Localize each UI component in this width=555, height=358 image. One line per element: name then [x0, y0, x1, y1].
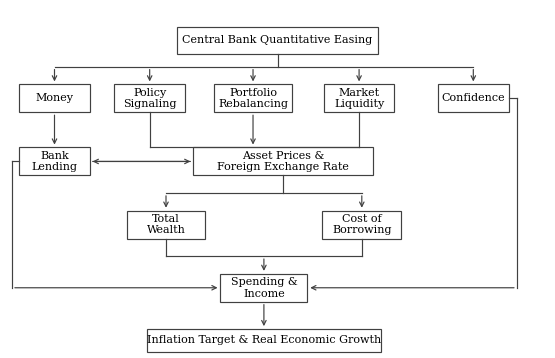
Text: Spending &
Income: Spending & Income — [230, 277, 297, 299]
Text: Total
Wealth: Total Wealth — [147, 214, 185, 236]
Text: Bank
Lending: Bank Lending — [32, 151, 78, 172]
Text: Portfolio
Rebalancing: Portfolio Rebalancing — [218, 87, 288, 109]
Text: Market
Liquidity: Market Liquidity — [334, 87, 384, 109]
Text: Money: Money — [36, 93, 73, 103]
Bar — [127, 211, 205, 239]
Text: Central Bank Quantitative Easing: Central Bank Quantitative Easing — [183, 35, 372, 45]
Bar — [193, 147, 373, 175]
Text: Cost of
Borrowing: Cost of Borrowing — [332, 214, 392, 236]
Bar — [438, 84, 509, 112]
Text: Asset Prices &
Foreign Exchange Rate: Asset Prices & Foreign Exchange Rate — [217, 151, 349, 172]
Text: Inflation Target & Real Economic Growth: Inflation Target & Real Economic Growth — [147, 335, 381, 345]
Bar — [220, 274, 307, 302]
Bar — [214, 84, 292, 112]
Bar — [19, 147, 90, 175]
Text: Policy
Signaling: Policy Signaling — [123, 87, 176, 109]
Bar — [177, 27, 378, 54]
Bar — [19, 84, 90, 112]
Bar — [114, 84, 185, 112]
Bar — [322, 211, 401, 239]
Bar — [324, 84, 395, 112]
Bar — [147, 329, 381, 352]
Text: Confidence: Confidence — [441, 93, 505, 103]
